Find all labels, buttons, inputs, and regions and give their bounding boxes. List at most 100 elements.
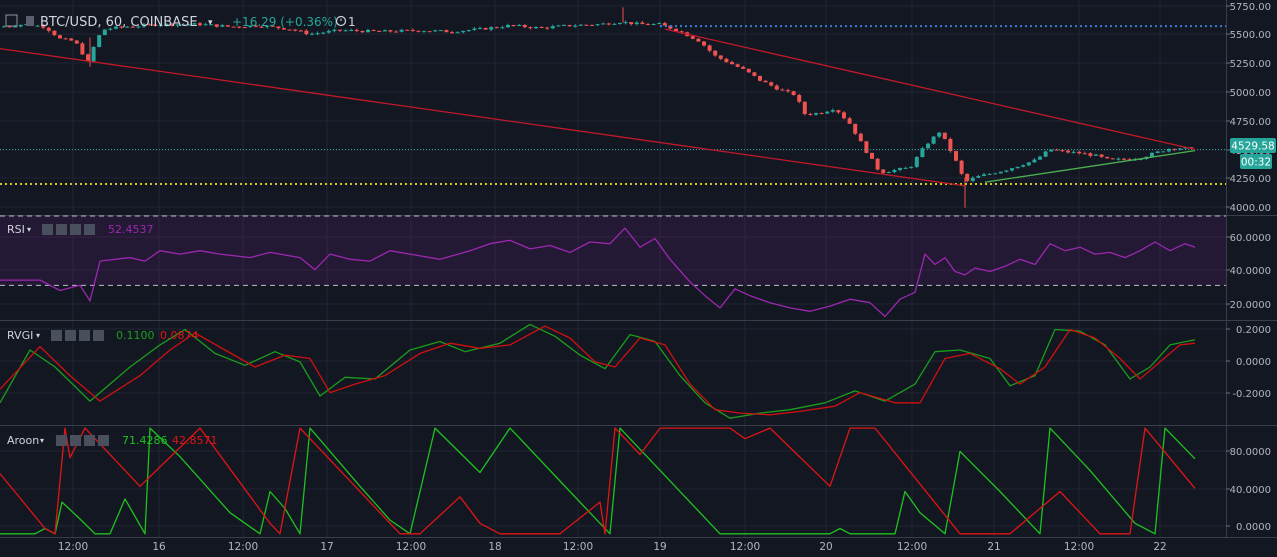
more-icon[interactable] <box>84 435 95 446</box>
y-tick-label: 80.0000 <box>1230 447 1271 458</box>
chevron-down-icon[interactable]: ▾ <box>27 225 31 234</box>
candle-body <box>534 26 538 29</box>
symbol-header[interactable]: BTC/USD, 60, COINBASE ▾ +16.29 (+0.36%) … <box>5 14 356 30</box>
candle-body <box>371 29 376 31</box>
candle-body <box>1060 150 1065 152</box>
candle-body <box>86 54 90 62</box>
candle-body <box>343 30 348 32</box>
x-tick-label: 17 <box>320 541 333 553</box>
candle-body <box>405 29 410 31</box>
candle-body <box>780 89 785 91</box>
candle-body <box>388 30 393 32</box>
candle-body <box>1110 158 1115 160</box>
candle-body <box>931 136 936 144</box>
gear-icon[interactable] <box>56 224 67 235</box>
candle-body <box>108 28 113 30</box>
y-tick-label: 5000.00 <box>1230 88 1271 99</box>
settings-icon[interactable] <box>51 330 62 341</box>
candle-body <box>315 33 320 35</box>
candle-body <box>366 29 370 33</box>
last-price-value: 4529.58 <box>1231 141 1274 153</box>
candle-body <box>119 26 124 28</box>
aroon-series <box>0 427 1196 535</box>
candle-body <box>830 110 835 112</box>
candle-body <box>511 24 516 26</box>
candle-body <box>735 64 740 67</box>
candle-body <box>730 62 734 65</box>
candle-body <box>707 45 712 51</box>
candle-body <box>640 22 645 25</box>
indicator-line <box>0 427 1196 535</box>
x-tick-label: 12:00 <box>730 541 760 553</box>
candle-body <box>1038 156 1042 160</box>
rsi-label[interactable]: RSI <box>7 223 25 236</box>
settings-icon[interactable] <box>42 224 53 235</box>
y-tick-label: 5500.00 <box>1230 30 1271 41</box>
candle-body <box>450 32 454 34</box>
gear-icon[interactable] <box>65 330 76 341</box>
alarm-clock-icon[interactable] <box>335 15 347 27</box>
price-series <box>0 7 1226 208</box>
rsi-band-fill <box>0 216 1226 286</box>
candle-body <box>573 25 578 27</box>
candle-body <box>7 26 12 28</box>
gear-icon[interactable] <box>70 435 81 446</box>
aroon-header[interactable]: Aroon ▾ 71.4286 42.8571 <box>7 434 218 447</box>
candle-body <box>483 27 488 30</box>
close-icon[interactable] <box>98 435 109 446</box>
candle-body <box>416 30 421 32</box>
candle-body <box>265 25 270 28</box>
candle-body <box>1116 158 1121 160</box>
collapse-icon[interactable] <box>5 14 18 27</box>
candle-body <box>758 75 762 81</box>
candle-body <box>58 35 62 39</box>
candle-body <box>438 30 443 32</box>
candle-body <box>13 26 18 28</box>
aroon-label[interactable]: Aroon <box>7 434 39 447</box>
candle-body <box>231 26 236 28</box>
candle-body <box>662 23 667 26</box>
time-axis[interactable]: 12:00 16 12:00 17 12:00 18 12:00 19 12:00 20 12:00… <box>58 541 1167 553</box>
candle-body <box>942 132 947 139</box>
candle-body <box>489 27 494 30</box>
symbol-title[interactable]: BTC/USD, 60, COINBASE <box>40 15 198 30</box>
more-icon[interactable] <box>70 224 81 235</box>
candle-body <box>769 82 774 86</box>
candle-body <box>584 24 589 26</box>
candle-body <box>500 27 505 29</box>
candle-body <box>674 28 678 32</box>
candle-body <box>349 30 354 32</box>
chevron-down-icon[interactable]: ▾ <box>36 331 40 340</box>
candle-body <box>69 38 74 41</box>
more-icon[interactable] <box>79 330 90 341</box>
rvgi-header[interactable]: RVGI ▾ 0.1100 0.0874 <box>7 329 199 342</box>
candle-body <box>875 158 880 170</box>
candle-body <box>651 23 656 25</box>
candle-body <box>886 172 891 174</box>
candle-body <box>937 132 942 137</box>
x-tick-label: 19 <box>653 541 666 553</box>
candle-body <box>1150 152 1154 157</box>
candle-body <box>562 24 566 26</box>
rsi-header[interactable]: RSI ▾ 52.4537 <box>7 223 154 236</box>
candle-body <box>965 173 970 181</box>
x-tick-label: 21 <box>987 541 1000 553</box>
chevron-down-icon[interactable]: ▾ <box>40 436 44 445</box>
settings-icon[interactable] <box>56 435 67 446</box>
candle-body <box>276 26 281 29</box>
candle-body <box>881 169 886 173</box>
candle-body <box>618 22 622 24</box>
price-axis[interactable]: 5750.005500.005250.005000.004750.004500.… <box>1226 2 1271 533</box>
rvgi-label[interactable]: RVGI <box>7 329 33 342</box>
y-tick-label: 0.2000 <box>1236 325 1271 336</box>
chevron-down-icon[interactable]: ▾ <box>208 18 213 28</box>
candle-body <box>1015 166 1020 169</box>
close-icon[interactable] <box>93 330 104 341</box>
close-icon[interactable] <box>84 224 95 235</box>
candle-body <box>52 30 57 36</box>
candle-body <box>752 72 757 76</box>
candle-body <box>808 114 813 116</box>
trend-line <box>984 149 1196 183</box>
